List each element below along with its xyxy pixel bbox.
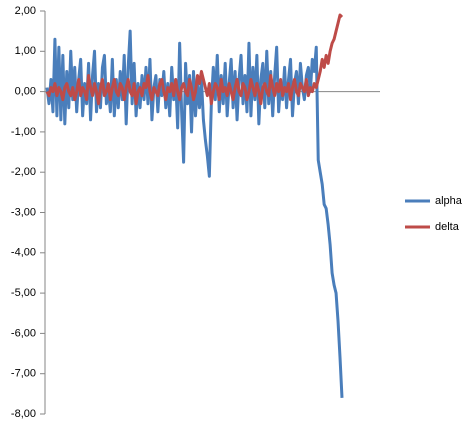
legend-label: delta: [435, 221, 460, 233]
y-tick-label: -4,00: [11, 247, 36, 259]
y-tick-label: 2,00: [15, 5, 36, 17]
y-tick-label: -2,00: [11, 166, 36, 178]
y-tick-label: 0,00: [15, 86, 36, 98]
y-tick-label: -3,00: [11, 206, 36, 218]
y-tick-label: -5,00: [11, 287, 36, 299]
legend-label: alpha: [435, 195, 463, 207]
y-tick-label: -1,00: [11, 126, 36, 138]
line-series: [45, 13, 344, 106]
y-tick-label: 1,00: [15, 45, 36, 57]
y-tick-label: -8,00: [11, 408, 36, 420]
y-tick-label: -7,00: [11, 368, 36, 380]
y-tick-label: -6,00: [11, 327, 36, 339]
